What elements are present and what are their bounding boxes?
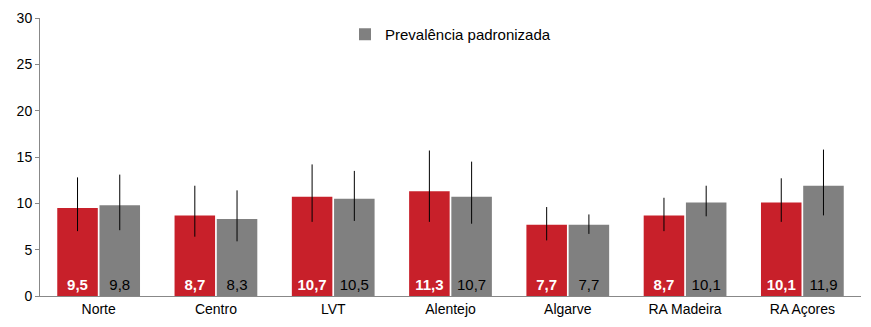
svg-text:10,7: 10,7: [457, 276, 486, 293]
svg-text:30: 30: [17, 10, 33, 26]
svg-text:8,7: 8,7: [184, 276, 205, 293]
svg-text:Centro: Centro: [195, 301, 237, 317]
svg-text:Norte: Norte: [82, 301, 116, 317]
svg-text:25: 25: [17, 56, 33, 72]
svg-text:0: 0: [24, 288, 32, 304]
svg-text:7,7: 7,7: [536, 276, 557, 293]
svg-text:8,7: 8,7: [654, 276, 675, 293]
svg-text:10: 10: [17, 195, 33, 211]
svg-text:5: 5: [24, 242, 32, 258]
svg-text:20: 20: [17, 103, 33, 119]
svg-text:10,7: 10,7: [298, 276, 327, 293]
svg-text:15: 15: [17, 149, 33, 165]
svg-text:10,1: 10,1: [767, 276, 796, 293]
svg-text:11,9: 11,9: [809, 276, 837, 293]
svg-text:10,1: 10,1: [692, 276, 721, 293]
svg-text:Alentejo: Alentejo: [425, 301, 476, 317]
svg-text:9,8: 9,8: [109, 276, 130, 293]
svg-text:RA Madeira: RA Madeira: [648, 301, 721, 317]
svg-text:8,3: 8,3: [227, 276, 248, 293]
svg-text:Prevalência padronizada: Prevalência padronizada: [385, 26, 551, 43]
svg-text:RA Açores: RA Açores: [770, 301, 835, 317]
svg-text:11,3: 11,3: [415, 276, 443, 293]
svg-text:Algarve: Algarve: [544, 301, 592, 317]
svg-text:LVT: LVT: [321, 301, 346, 317]
svg-text:9,5: 9,5: [67, 276, 88, 293]
svg-text:10,5: 10,5: [340, 276, 369, 293]
svg-text:7,7: 7,7: [578, 276, 599, 293]
